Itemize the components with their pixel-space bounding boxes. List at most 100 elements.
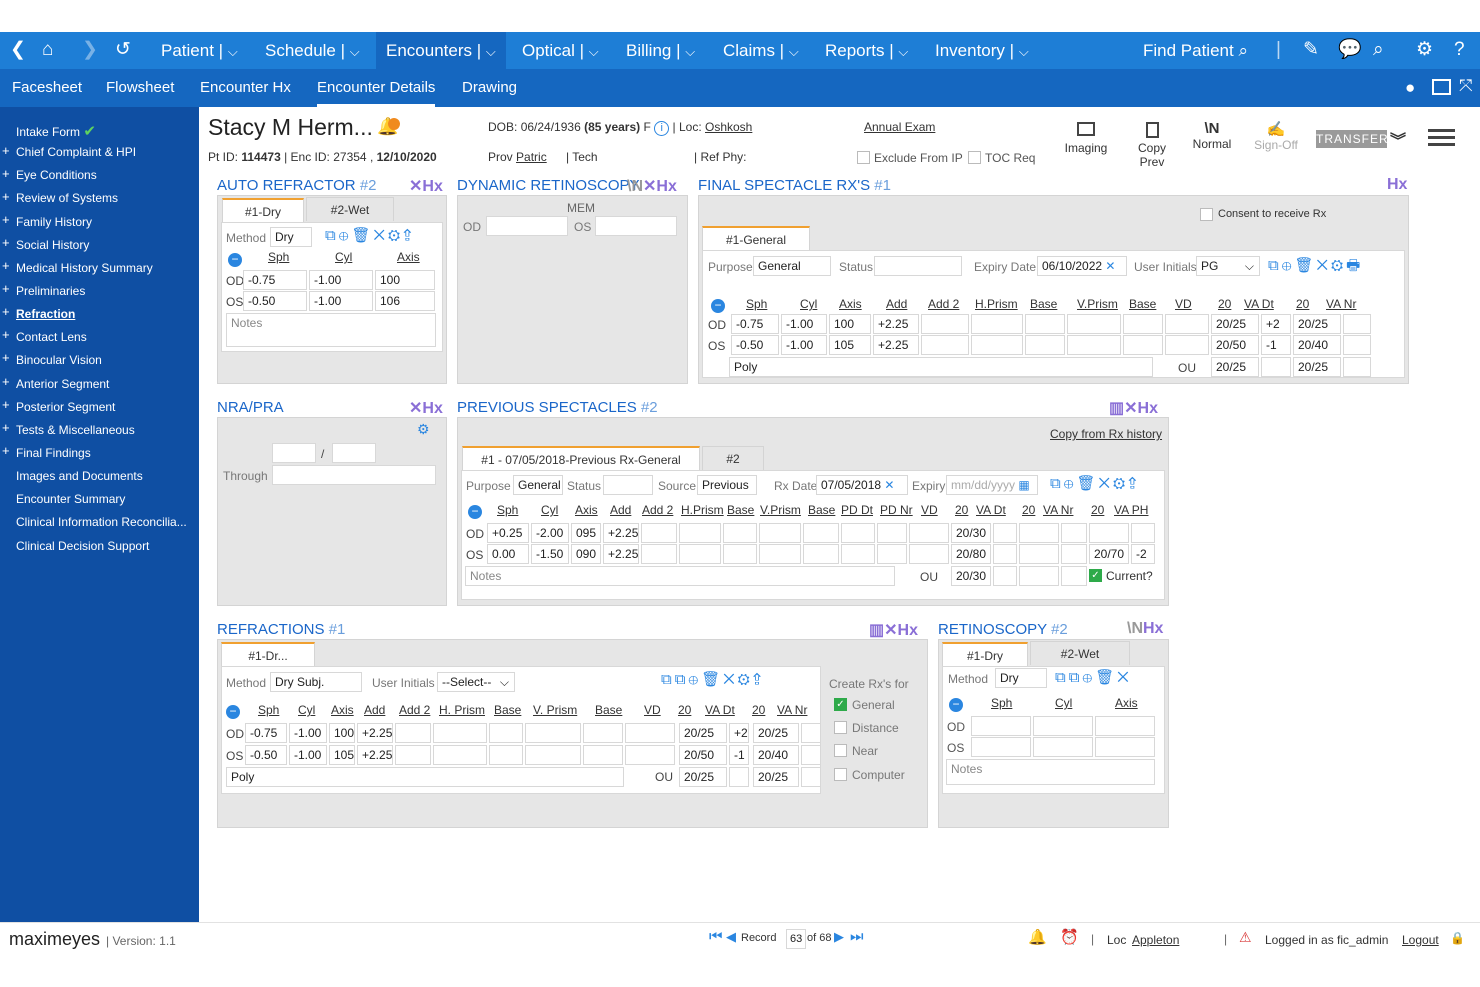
- gear-icon[interactable]: ⚙: [1416, 39, 1434, 60]
- final-od-va-dt[interactable]: 20/25: [1211, 314, 1259, 334]
- alarm-icon[interactable]: ⏰: [1060, 929, 1079, 946]
- refr-os-va-dt[interactable]: 20/50: [679, 745, 727, 765]
- refr-initials-select[interactable]: --Select-- ⌵: [437, 672, 515, 692]
- tab-facesheet[interactable]: Facesheet: [12, 79, 83, 96]
- sidebar-item-family-history[interactable]: Family History: [16, 215, 93, 229]
- location-footer-link[interactable]: Appleton: [1132, 933, 1180, 947]
- sidebar-item-contact-lens[interactable]: Contact Lens: [16, 330, 87, 344]
- refr-os-va-dt-mod[interactable]: -1: [729, 745, 749, 765]
- auto-toolbar[interactable]: ⧉⊕🗑✕⚙⇪: [325, 227, 415, 244]
- refr-ou-va-nr-mod[interactable]: [801, 767, 821, 787]
- refr-os-hprism[interactable]: [433, 745, 487, 765]
- tab-refractions-1[interactable]: #1-Dr...: [221, 642, 315, 666]
- auto-os-cyl[interactable]: -1.00: [309, 291, 373, 311]
- refr-od-add2[interactable]: [395, 723, 431, 743]
- prev-purpose-field[interactable]: General: [513, 475, 563, 495]
- prev-os-va-dt-mod[interactable]: [993, 544, 1017, 564]
- refr-os-axis[interactable]: 105: [329, 745, 355, 765]
- mem-od-field[interactable]: [486, 216, 568, 236]
- prev-od-sph[interactable]: +0.25: [487, 523, 529, 543]
- prev-notes[interactable]: Notes: [465, 566, 895, 586]
- nav-reports[interactable]: Reports | ⌵: [825, 41, 909, 60]
- prev-od-base[interactable]: [723, 523, 757, 543]
- final-od-base[interactable]: [1025, 314, 1065, 334]
- final-lens-type[interactable]: Poly: [729, 357, 1153, 377]
- sidebar-item-medical-history[interactable]: Medical History Summary: [16, 261, 153, 275]
- consent-checkbox[interactable]: [1200, 208, 1213, 221]
- create-near-checkbox[interactable]: [834, 744, 847, 757]
- auto-od-sph[interactable]: -0.75: [243, 270, 307, 290]
- refr-ou-va-dt-mod[interactable]: [729, 767, 749, 787]
- sidebar-item-final-findings[interactable]: Final Findings: [16, 446, 91, 460]
- chevron-double-down-icon[interactable]: ︾: [1390, 133, 1407, 150]
- refr-os-add2[interactable]: [395, 745, 431, 765]
- refr-od-vbase[interactable]: [583, 723, 623, 743]
- notification-bell-icon[interactable]: 🔔: [1028, 929, 1047, 946]
- final-od-va-nr[interactable]: 20/25: [1293, 314, 1341, 334]
- refr-ou-va-nr[interactable]: 20/25: [753, 767, 799, 787]
- prev-os-add[interactable]: +2.25: [603, 544, 639, 564]
- tab-flowsheet[interactable]: Flowsheet: [106, 79, 175, 96]
- final-od-axis[interactable]: 100: [829, 314, 871, 334]
- refr-ou-va-dt[interactable]: 20/25: [679, 767, 727, 787]
- imaging-button[interactable]: Imaging: [1062, 122, 1110, 155]
- tab-prev-2[interactable]: #2: [702, 446, 764, 470]
- menu-icon[interactable]: [1428, 129, 1455, 146]
- help-icon[interactable]: ?: [1454, 39, 1465, 60]
- prev-status-field[interactable]: [603, 475, 653, 495]
- refr-od-va-nr[interactable]: 20/25: [753, 723, 799, 743]
- final-spectacle-hx[interactable]: Hx: [1387, 176, 1408, 193]
- tab-auto-wet[interactable]: #2-Wet: [306, 197, 394, 221]
- sidebar-item-binocular-vision[interactable]: Binocular Vision: [16, 353, 102, 367]
- final-os-va-nr-mod[interactable]: [1343, 335, 1371, 355]
- sidebar-item-tests[interactable]: Tests & Miscellaneous: [16, 423, 135, 437]
- final-toolbar[interactable]: ⧉⊕🗑✕⚙🖶: [1268, 257, 1364, 274]
- sidebar-item-clinical-reconciliation[interactable]: Clinical Information Reconcilia...: [16, 515, 187, 529]
- final-od-vprism[interactable]: [1067, 314, 1121, 334]
- prev-os-vbase[interactable]: [803, 544, 839, 564]
- final-ou-va-dt-mod[interactable]: [1261, 357, 1291, 377]
- sidebar-item-preliminaries[interactable]: Preliminaries: [16, 284, 86, 298]
- ret-os-axis[interactable]: [1095, 737, 1155, 757]
- final-os-vbase[interactable]: [1123, 335, 1163, 355]
- final-od-va-dt-mod[interactable]: +2: [1261, 314, 1291, 334]
- first-record-icon[interactable]: ⏮: [709, 928, 723, 945]
- sidebar-item-social-history[interactable]: Social History: [16, 238, 90, 252]
- copy-prev-button[interactable]: Copy Prev: [1124, 122, 1180, 169]
- prev-od-va-ph-mod[interactable]: [1131, 523, 1155, 543]
- final-ou-va-dt[interactable]: 20/25: [1211, 357, 1259, 377]
- lock-icon[interactable]: 🔒: [1450, 931, 1465, 945]
- create-distance-checkbox[interactable]: [834, 721, 847, 734]
- sidebar-item-review-of-systems[interactable]: Review of Systems: [16, 191, 119, 205]
- dynamic-retinoscopy-hx[interactable]: \N✕Hx: [627, 178, 677, 195]
- final-os-sph[interactable]: -0.50: [731, 335, 779, 355]
- refr-od-hprism[interactable]: [433, 723, 487, 743]
- nav-claims[interactable]: Claims | ⌵: [723, 41, 799, 60]
- prev-od-vprism[interactable]: [759, 523, 801, 543]
- collapse-icon[interactable]: −: [468, 505, 482, 519]
- prev-os-sph[interactable]: 0.00: [487, 544, 529, 564]
- create-computer-checkbox[interactable]: [834, 768, 847, 781]
- refr-os-vd[interactable]: [625, 745, 675, 765]
- prev-os-vprism[interactable]: [759, 544, 801, 564]
- sign-off-button[interactable]: ✍ Sign-Off: [1252, 120, 1300, 152]
- final-od-add[interactable]: +2.25: [873, 314, 919, 334]
- final-ou-va-nr-mod[interactable]: [1343, 357, 1371, 377]
- prev-ou-va-dt[interactable]: 20/30: [951, 566, 991, 586]
- sitemap-icon[interactable]: ⚙: [417, 421, 430, 437]
- prev-od-va-nr-mod[interactable]: [1061, 523, 1087, 543]
- final-od-vd[interactable]: [1165, 314, 1209, 334]
- final-od-va-nr-mod[interactable]: [1343, 314, 1371, 334]
- prev-os-pdnr[interactable]: [877, 544, 907, 564]
- prev-record-icon[interactable]: ◀: [726, 929, 736, 944]
- final-os-axis[interactable]: 105: [829, 335, 871, 355]
- pra-field[interactable]: [332, 443, 376, 463]
- refr-od-base[interactable]: [489, 723, 523, 743]
- auto-od-cyl[interactable]: -1.00: [309, 270, 373, 290]
- normal-button[interactable]: \N Normal: [1188, 120, 1236, 151]
- final-os-va-nr[interactable]: 20/40: [1293, 335, 1341, 355]
- nav-billing[interactable]: Billing | ⌵: [626, 41, 696, 60]
- auto-os-axis[interactable]: 106: [375, 291, 435, 311]
- refr-os-cyl[interactable]: -1.00: [289, 745, 327, 765]
- forward-arrow-icon[interactable]: ❯: [82, 39, 98, 60]
